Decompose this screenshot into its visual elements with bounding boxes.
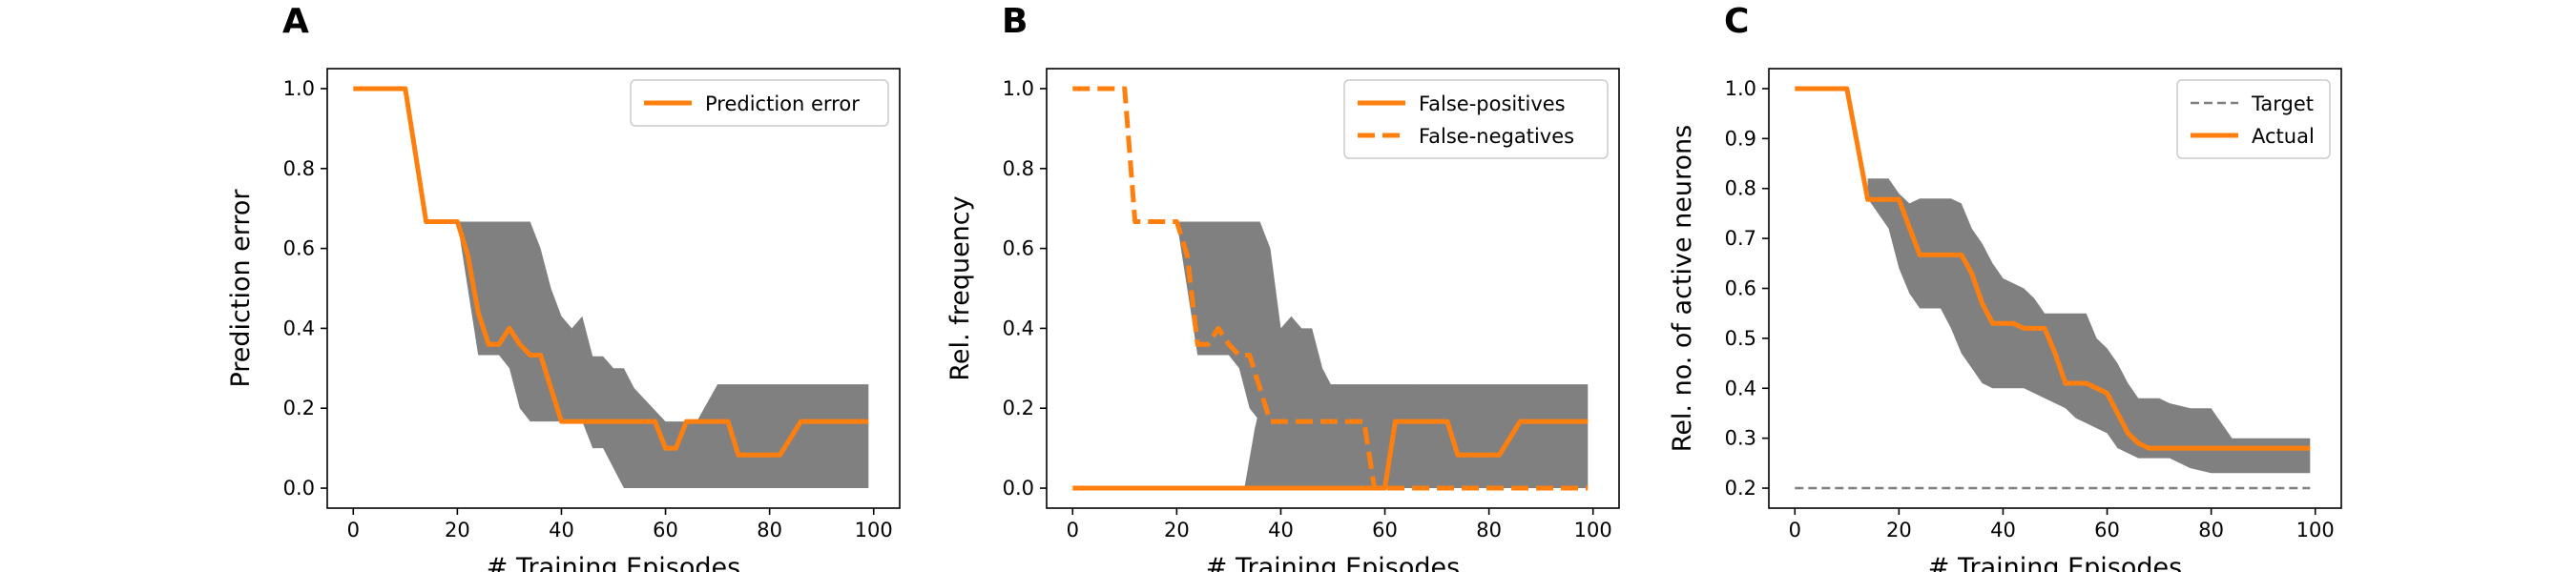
- y-axis-label: Rel. no. of active neurons: [1668, 125, 1697, 452]
- std-band: [1867, 178, 2311, 474]
- x-axis-label: # Training Episodes: [1928, 553, 2182, 572]
- legend-label: Target: [2251, 92, 2314, 115]
- y-tick-label: 0.6: [1003, 237, 1034, 260]
- y-tick-label: 0.4: [1003, 317, 1034, 339]
- std-band: [1176, 221, 1589, 488]
- y-axis-label: Prediction error: [226, 189, 256, 388]
- y-tick-label: 1.0: [283, 77, 315, 100]
- x-tick-label: 20: [1886, 519, 1912, 541]
- y-tick-label: 0.4: [283, 317, 315, 339]
- y-tick-label: 0.8: [283, 157, 315, 180]
- x-axis-label: # Training Episodes: [1206, 553, 1460, 572]
- legend: False-positives False-negatives: [1343, 79, 1609, 159]
- legend: Prediction error: [630, 79, 889, 127]
- y-tick-label: 0.8: [1725, 177, 1756, 200]
- x-tick-label: 0: [1789, 519, 1801, 541]
- plot-area: [1795, 86, 2311, 490]
- y-tick-label: 0.2: [1003, 397, 1034, 419]
- x-tick-label: 40: [549, 519, 574, 541]
- legend-label: Prediction error: [705, 92, 860, 115]
- x-tick-label: 100: [855, 519, 893, 541]
- panel-letter: B: [1002, 2, 1028, 41]
- series-line-0: [1072, 419, 1589, 491]
- y-tick-label: 0.3: [1725, 427, 1756, 450]
- x-tick-label: 80: [757, 519, 782, 541]
- legend: Target Actual: [2176, 79, 2331, 159]
- x-axis-label: # Training Episodes: [487, 553, 740, 572]
- panel-c: 0 20 40 60 80 100 0.2 0.3 0.4 0.5 0.6 0.7 0.8 0.9 1.0 #…: [1668, 2, 2342, 572]
- y-tick-label: 0.2: [283, 397, 315, 419]
- series-line-0: [353, 86, 869, 458]
- series-line-1: [1795, 86, 2311, 451]
- legend-box: [2176, 79, 2331, 159]
- y-tick-label: 0.0: [283, 477, 315, 500]
- x-tick-label: 20: [1164, 519, 1190, 541]
- plot-area: [1072, 86, 1589, 491]
- x-tick-label: 100: [1574, 519, 1612, 541]
- x-tick-label: 40: [1990, 519, 2016, 541]
- x-tick-label: 60: [2094, 519, 2120, 541]
- legend-label: False-negatives: [1419, 125, 1574, 148]
- x-tick-label: 40: [1268, 519, 1294, 541]
- axes-frame: [326, 68, 901, 509]
- legend-label: False-positives: [1419, 92, 1566, 115]
- panel-letter: A: [282, 2, 309, 41]
- panel-a: 0 20 40 60 80 100 0.0 0.2 0.4 0.6 0.8 1.0 # Training…: [226, 2, 901, 572]
- y-tick-label: 0.6: [283, 237, 315, 260]
- y-tick-label: 0.2: [1725, 477, 1756, 500]
- y-tick-label: 1.0: [1003, 77, 1034, 100]
- y-tick-label: 0.0: [1003, 477, 1034, 500]
- series-line-1: [1072, 86, 1589, 491]
- y-tick-label: 0.9: [1725, 127, 1756, 150]
- y-tick-label: 0.8: [1003, 157, 1034, 180]
- y-axis-label: Rel. frequency: [945, 195, 975, 380]
- panel-letter: C: [1724, 2, 1749, 41]
- panel-b: 0 20 40 60 80 100 0.0 0.2 0.4 0.6 0.8 1.0 # Training…: [945, 2, 1620, 572]
- y-tick-label: 0.4: [1725, 377, 1756, 399]
- legend-label: Actual: [2252, 125, 2315, 148]
- x-tick-label: 100: [2296, 519, 2335, 541]
- std-band: [1244, 384, 1417, 488]
- x-tick-label: 0: [1067, 519, 1079, 541]
- axes-frame: [1046, 68, 1620, 509]
- plot-area: [353, 86, 869, 488]
- y-tick-label: 0.5: [1725, 327, 1756, 350]
- legend-box: [1343, 79, 1609, 159]
- y-tick-label: 1.0: [1725, 77, 1756, 100]
- x-tick-label: 80: [1476, 519, 1502, 541]
- x-tick-label: 0: [347, 519, 360, 541]
- x-tick-label: 60: [653, 519, 678, 541]
- legend-box: [630, 79, 889, 127]
- std-band: [457, 221, 869, 488]
- y-tick-label: 0.6: [1725, 277, 1756, 300]
- x-tick-label: 80: [2198, 519, 2224, 541]
- x-tick-label: 20: [445, 519, 470, 541]
- x-tick-label: 60: [1372, 519, 1398, 541]
- y-tick-label: 0.7: [1725, 227, 1756, 250]
